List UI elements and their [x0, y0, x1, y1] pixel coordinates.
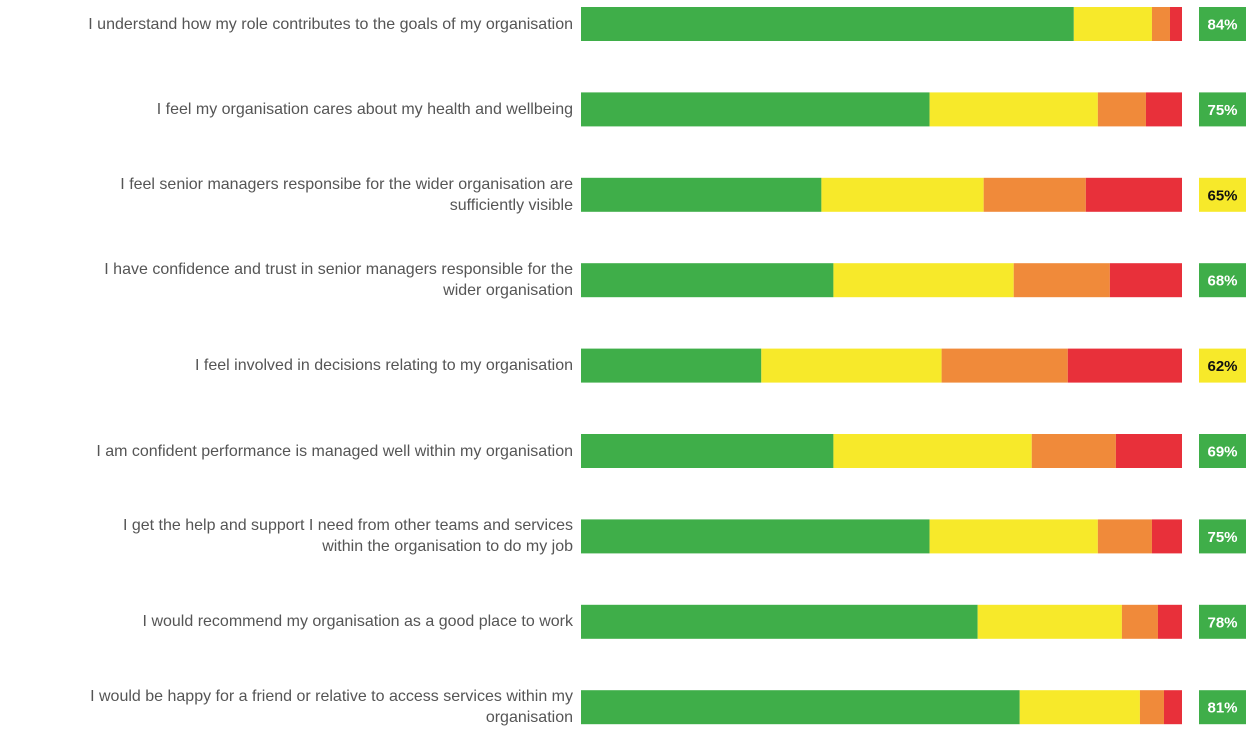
score-label: 68%	[1207, 273, 1237, 290]
category-label: I feel senior managers responsibe for th…	[120, 175, 573, 214]
bar-segment	[581, 434, 834, 468]
category-label: I understand how my role contributes to …	[88, 15, 573, 33]
bar-segment	[1013, 263, 1110, 298]
bar-segment	[1139, 690, 1164, 725]
bar-segment	[1163, 690, 1182, 725]
score-label: 62%	[1207, 358, 1237, 375]
category-label: I feel my organisation cares about my he…	[156, 100, 573, 118]
score-label: 65%	[1207, 187, 1237, 204]
score-label: 84%	[1207, 17, 1237, 34]
score-label: 78%	[1207, 614, 1237, 631]
category-label: I feel involved in decisions relating to…	[195, 357, 573, 375]
score-box	[1199, 177, 1246, 212]
bar-segment	[1067, 348, 1182, 383]
bar-segment	[581, 92, 930, 127]
category-label: I get the help and support I need from o…	[122, 517, 573, 556]
bar-segment	[761, 348, 942, 383]
bar-segment	[1031, 434, 1116, 468]
bar-segment	[581, 7, 1074, 41]
bar-segment	[833, 263, 1014, 298]
score-box	[1199, 519, 1246, 554]
bar-segment	[821, 177, 984, 212]
score-box	[1199, 7, 1246, 41]
bar-segment	[1169, 7, 1182, 41]
bar-segment	[1115, 434, 1182, 468]
bar-segment	[1151, 519, 1182, 554]
category-label: I would recommend my organisation as a g…	[142, 613, 573, 631]
bar-segment	[1157, 604, 1182, 639]
score-label: 75%	[1207, 529, 1237, 546]
bar-segment	[833, 434, 1032, 468]
bar-segment	[1151, 7, 1170, 41]
score-box	[1199, 348, 1246, 383]
bar-segment	[581, 690, 1020, 725]
bar-segment	[1073, 7, 1152, 41]
bar-segment	[1145, 92, 1182, 127]
bar-segment	[581, 263, 834, 298]
bar-segment	[929, 92, 1098, 127]
bar-segment	[941, 348, 1068, 383]
score-box	[1199, 434, 1246, 468]
bar-segment	[1085, 177, 1182, 212]
bar-segment	[1019, 690, 1140, 725]
score-label: 81%	[1207, 700, 1237, 717]
bar-segment	[1109, 263, 1182, 298]
score-box	[1199, 263, 1246, 298]
category-label: I would be happy for a friend or relativ…	[90, 688, 573, 727]
score-label: 69%	[1207, 444, 1237, 461]
bar-segment	[1097, 519, 1152, 554]
score-box	[1199, 690, 1246, 725]
bar-segment	[929, 519, 1098, 554]
category-label: I have confidence and trust in senior ma…	[104, 261, 573, 300]
score-box	[1199, 92, 1246, 127]
bar-segment	[581, 348, 762, 383]
bar-segment	[983, 177, 1086, 212]
bar-segment	[977, 604, 1122, 639]
bar-segment	[1097, 92, 1146, 127]
bar-segment	[581, 177, 822, 212]
score-label: 75%	[1207, 102, 1237, 119]
score-box	[1199, 604, 1246, 639]
bar-segment	[581, 604, 978, 639]
bar-segment	[581, 519, 930, 554]
category-label: I am confident performance is managed we…	[96, 442, 573, 460]
bar-segment	[1121, 604, 1158, 639]
